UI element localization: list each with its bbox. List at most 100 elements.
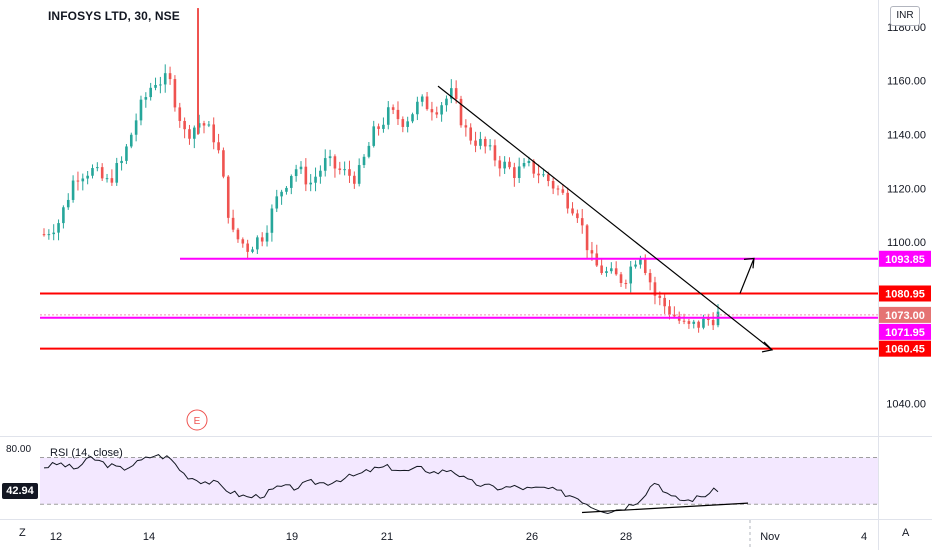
timezone-button[interactable]: Z	[19, 527, 26, 539]
projection-arrow	[739, 258, 755, 294]
candle-16	[120, 160, 123, 164]
candle-79	[425, 96, 429, 110]
candle-57	[319, 170, 322, 177]
candle-0	[42, 234, 46, 236]
candle-46	[265, 232, 269, 242]
candle-85	[454, 88, 458, 99]
rsi-band	[40, 457, 878, 505]
candle-113	[590, 250, 594, 254]
candle-23	[154, 84, 157, 88]
candle-61	[338, 168, 342, 170]
candle-51	[289, 176, 293, 188]
candle-129	[668, 306, 671, 315]
event-marker-circle	[186, 409, 208, 431]
candle-62	[343, 169, 346, 171]
candle-136	[702, 318, 705, 328]
candle-135	[697, 321, 700, 328]
candle-81	[435, 112, 439, 115]
candle-134	[692, 321, 696, 324]
trendline-arrowhead	[761, 341, 774, 353]
candle-109	[571, 208, 574, 214]
candle-101	[532, 160, 536, 174]
candle-4	[62, 207, 65, 224]
chart-title: INFOSYS LTD, 30, NSE	[48, 9, 180, 23]
candle-13	[105, 178, 109, 180]
candle-84	[450, 88, 453, 99]
candle-6	[71, 180, 75, 200]
candle-97	[513, 167, 516, 178]
y-tick-label-5: 1040.00	[886, 399, 926, 411]
candle-64	[353, 175, 356, 184]
candle-15	[115, 163, 119, 183]
candle-86	[459, 98, 463, 126]
candle-67	[367, 145, 371, 157]
candle-76	[411, 114, 414, 122]
candle-60	[333, 156, 337, 169]
candle-118	[614, 268, 618, 275]
candle-20	[139, 99, 143, 121]
candle-7	[76, 180, 80, 182]
candle-93	[493, 145, 497, 161]
candle-40	[236, 229, 240, 240]
candle-92	[488, 145, 492, 147]
candle-108	[566, 192, 569, 209]
candle-115	[600, 265, 603, 274]
candle-53	[299, 166, 303, 170]
level-badge-1	[879, 285, 931, 302]
candle-75	[406, 121, 409, 127]
level-badge-label-3: 1071.95	[885, 327, 925, 339]
candle-66	[362, 156, 366, 166]
candle-132	[682, 320, 686, 322]
candle-11	[96, 167, 99, 169]
auto-scale-button[interactable]: A	[902, 527, 910, 539]
candle-94	[498, 160, 502, 169]
rsi-value-badge: 42.94	[2, 483, 38, 499]
candle-107	[561, 189, 565, 193]
candle-68	[372, 126, 376, 146]
candle-25	[163, 73, 167, 85]
candle-35	[212, 124, 216, 143]
candle-96	[508, 161, 511, 168]
candle-32	[197, 123, 201, 128]
candle-47	[270, 208, 274, 233]
candle-55	[309, 182, 312, 185]
candle-27	[173, 79, 177, 108]
candle-126	[653, 282, 657, 296]
candle-22	[149, 87, 152, 98]
projection-arrowhead	[743, 257, 755, 269]
candle-98	[517, 166, 521, 178]
y-tick-label-1: 1160.00	[887, 76, 926, 88]
level-badge-0	[879, 250, 931, 267]
level-badge-2	[879, 306, 931, 323]
candle-91	[483, 138, 487, 147]
candle-31	[193, 127, 196, 139]
rsi-trendline	[581, 502, 749, 514]
event-marker-label: E	[194, 416, 201, 427]
candle-33	[202, 123, 206, 126]
candle-26	[168, 73, 172, 80]
candle-49	[280, 191, 283, 197]
candle-44	[256, 237, 259, 250]
candle-12	[100, 167, 104, 179]
candle-45	[260, 237, 264, 242]
candle-48	[275, 196, 279, 209]
candle-121	[629, 266, 633, 284]
candle-77	[416, 101, 419, 115]
candle-89	[474, 140, 477, 146]
candle-90	[479, 138, 482, 146]
candle-110	[576, 213, 579, 219]
candle-102	[537, 173, 540, 176]
candle-71	[386, 107, 390, 125]
currency-button[interactable]: INR	[890, 6, 920, 26]
candle-30	[188, 129, 191, 139]
rsi-legend[interactable]: RSI (14, close)	[50, 447, 123, 459]
candle-103	[542, 174, 545, 176]
level-badge-label-2: 1073.00	[885, 310, 925, 322]
candle-106	[556, 188, 560, 190]
candle-83	[445, 98, 448, 106]
candle-50	[285, 187, 288, 192]
level-badge-3	[879, 323, 931, 340]
level-badge-label-1: 1080.95	[885, 288, 925, 300]
